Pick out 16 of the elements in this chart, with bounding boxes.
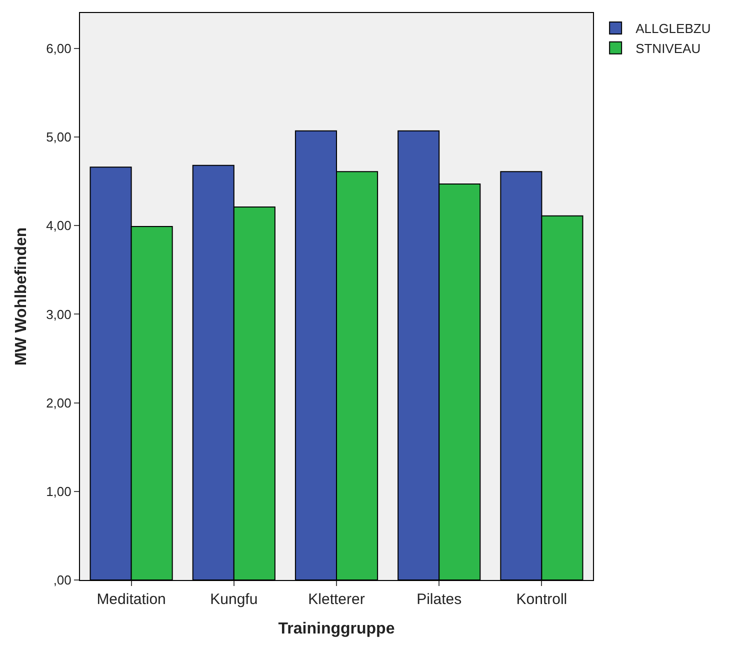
y-axis-title: MW Wohlbefinden: [12, 227, 30, 366]
x-tick-label: Kletterer: [308, 591, 365, 608]
y-tick-label: 4,00: [46, 218, 72, 234]
x-tick-label: Kungfu: [210, 591, 258, 608]
y-tick-label: 3,00: [46, 306, 72, 322]
legend-label: ALLGLEBZU: [636, 21, 711, 36]
x-tick-label: Kontroll: [516, 591, 568, 608]
x-tick-label: Meditation: [96, 591, 166, 608]
x-axis-title: Traininggruppe: [278, 620, 395, 638]
y-tick-label: ,00: [53, 572, 72, 588]
y-tick-label: 6,00: [46, 40, 72, 56]
legend-label: STNIVEAU: [636, 40, 701, 56]
y-tick-label: 2,00: [46, 395, 72, 410]
x-tick-label: Pilates: [416, 591, 462, 608]
y-tick-label: 5,00: [46, 130, 72, 145]
y-tick-label: 1,00: [46, 484, 72, 499]
